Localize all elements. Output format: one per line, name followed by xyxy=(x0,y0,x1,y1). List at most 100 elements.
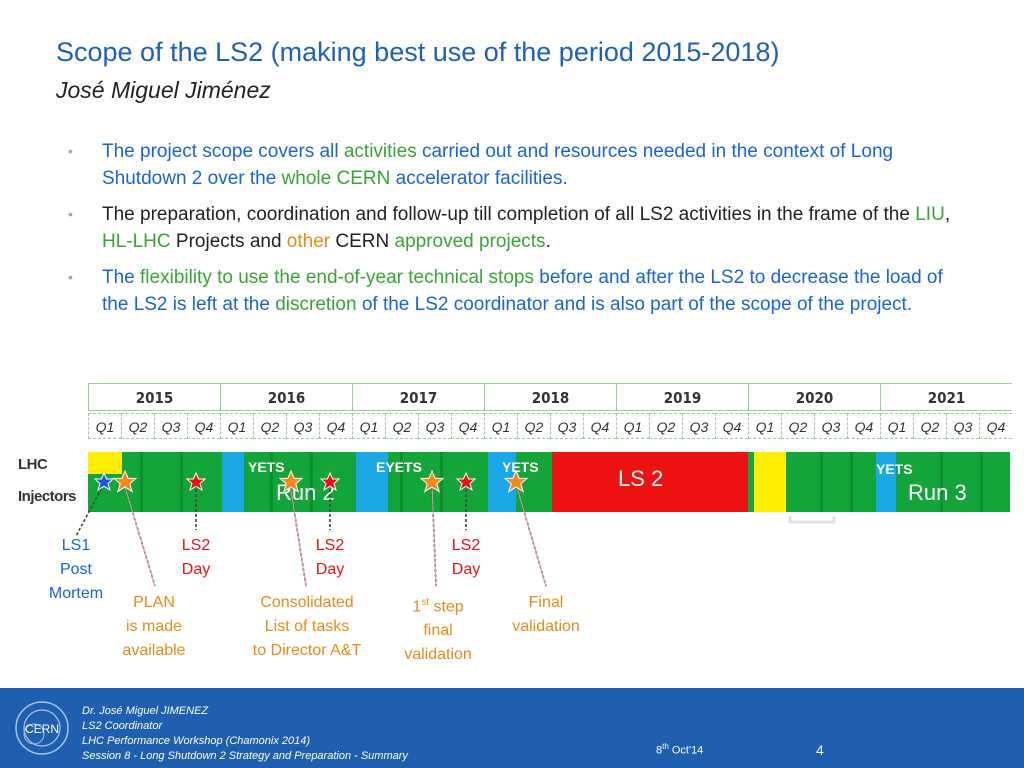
quarter-cell: Q3 xyxy=(814,413,847,439)
run-bar-run2 xyxy=(88,452,552,512)
bullet-text-run: accelerator facilities. xyxy=(390,168,568,189)
yets-label-1: YETS xyxy=(248,459,285,475)
yellow-block-2015 xyxy=(88,452,122,474)
cern-logo: CERN xyxy=(15,701,69,755)
bullet-text-run: discretion xyxy=(275,294,357,315)
star-icon-red xyxy=(455,471,477,492)
quarter-cell: Q4 xyxy=(715,413,748,439)
bullet-text-run: Projects and xyxy=(170,231,287,252)
bullet-text-run: The preparation, coordination and follow… xyxy=(102,204,916,225)
callout-ls1-post-mortem: LS1 Post Mortem xyxy=(48,537,104,602)
bullet-dot: • xyxy=(68,206,73,222)
bullet-dot: • xyxy=(68,143,73,159)
quarter-cell: Q1 xyxy=(880,413,913,439)
footer-info: Dr. José Miguel JIMENEZ LS2 Coordinator … xyxy=(82,704,408,764)
yellow-block-2020 xyxy=(754,452,786,512)
eyets-bar xyxy=(356,452,388,512)
yets-label-3: YETS xyxy=(876,461,913,477)
quarter-cell: Q1 xyxy=(220,413,253,439)
quarter-cell: Q4 xyxy=(319,413,352,439)
footer-date: 8th Oct'14 xyxy=(656,742,704,757)
bullet-text-run: The xyxy=(102,267,141,288)
quarter-cell: Q1 xyxy=(352,413,385,439)
row-label-lhc: LHC xyxy=(18,456,48,473)
quarter-cell: Q3 xyxy=(550,413,583,439)
bullet-text-run: CERN xyxy=(330,231,395,252)
footer-role: LS2 Coordinator xyxy=(82,720,163,732)
bullet-text-run: , xyxy=(944,204,951,225)
yets-bar-1 xyxy=(222,452,244,512)
callout-ls2-day-2: LS2 Day xyxy=(315,537,345,578)
bullet-text-run: whole CERN xyxy=(281,168,391,189)
quarter-cell: Q2 xyxy=(121,413,154,439)
bullet-item-3: • The flexibility to use the end-of-year … xyxy=(68,264,958,318)
run3-label: Run 3 xyxy=(908,480,967,505)
quarter-cell: Q2 xyxy=(253,413,286,439)
quarter-cell: Q2 xyxy=(649,413,682,439)
bullet-dot: • xyxy=(68,269,73,285)
callout-ls2-day-3: LS2 Day xyxy=(451,537,481,578)
quarter-cell: Q2 xyxy=(913,413,946,439)
quarter-cell: Q4 xyxy=(979,413,1012,439)
year-cell: 2017 xyxy=(352,383,484,411)
star-icon-orange xyxy=(419,469,445,493)
yets-label-2: YETS xyxy=(502,459,539,475)
quarter-cell: Q1 xyxy=(88,413,121,439)
page-number: 4 xyxy=(816,742,824,758)
star-icon-red xyxy=(319,471,341,492)
slide-subtitle: José Miguel Jiménez xyxy=(56,77,271,103)
bullet-item-2: • The preparation, coordination and follo… xyxy=(68,201,958,255)
footer-session: Session 8 - Long Shutdown 2 Strategy and… xyxy=(82,750,408,762)
footer-bar: CERN Dr. José Miguel JIMENEZ LS2 Coordin… xyxy=(0,688,1024,768)
quarter-cell: Q1 xyxy=(616,413,649,439)
bullet-text-run: carried out and resources needed in the … xyxy=(102,141,894,189)
bullet-text-run: HL-LHC xyxy=(102,231,171,252)
row-label-injectors: Injectors xyxy=(18,488,77,505)
year-cell: 2019 xyxy=(616,383,748,411)
quarter-cell: Q1 xyxy=(484,413,517,439)
callout-ls2-day-1: LS2 Day xyxy=(181,537,211,578)
bullet-text-run: of the LS2 coordinator and is also part … xyxy=(356,294,913,315)
quarter-cell: Q4 xyxy=(187,413,220,439)
year-cell: 2016 xyxy=(220,383,352,411)
star-icon-orange xyxy=(278,469,304,493)
callout-plan: PLAN is made available xyxy=(122,594,186,659)
bullet-text-run: activities xyxy=(343,141,417,162)
eyets-label: EYETS xyxy=(376,459,422,475)
callout-first-step: 1st step final validation xyxy=(404,597,472,664)
bullet-item-1: • The project scope covers all activities… xyxy=(68,138,958,192)
bullet-text-run: flexibility to use the end-of-year techn… xyxy=(140,267,534,288)
bullet-list: • The project scope covers all activities… xyxy=(68,138,958,327)
bullet-text-run: . xyxy=(545,231,551,252)
quarter-cell: Q2 xyxy=(517,413,550,439)
ls2-bar xyxy=(552,452,748,512)
quarter-cell: Q3 xyxy=(418,413,451,439)
quarter-cell: Q3 xyxy=(682,413,715,439)
bullet-text-run: The project scope covers all xyxy=(102,141,344,162)
bullet-text-run: before and after the LS2 to decrease the… xyxy=(102,267,943,315)
quarter-row: Q1 Q2 Q3 Q4 Q1 Q2 Q3 Q4 Q1 Q2 Q3 Q4 Q1 Q2 Q3 Q4 Q1 Q2 Q3 Q4… xyxy=(88,413,1012,439)
star-icon-red xyxy=(185,471,207,492)
quarter-cell: Q3 xyxy=(286,413,319,439)
bullet-text-run: LIU xyxy=(915,204,945,225)
bullet-text-run: approved projects xyxy=(394,231,546,252)
quarter-cell: Q2 xyxy=(385,413,418,439)
quarter-cell: Q4 xyxy=(583,413,616,439)
bullet-text-run: other xyxy=(286,231,331,252)
yets-bar-3 xyxy=(876,452,896,512)
svg-text:CERN: CERN xyxy=(25,722,59,736)
callout-consolidated: Consolidated List of tasks to Director A… xyxy=(252,594,362,659)
quarter-cell: Q1 xyxy=(748,413,781,439)
quarter-cell: Q4 xyxy=(847,413,880,439)
star-icon-blue xyxy=(93,471,115,492)
year-cell: 2015 xyxy=(88,383,220,411)
year-row: 2015 2016 2017 2018 2019 2020 2021 xyxy=(88,383,1012,411)
quarter-cell: Q3 xyxy=(154,413,187,439)
slide-title: Scope of the LS2 (making best use of the… xyxy=(56,37,780,67)
year-cell: 2018 xyxy=(484,383,616,411)
quarter-cell: Q4 xyxy=(451,413,484,439)
star-icon-orange xyxy=(503,469,529,493)
ls2-label: LS 2 xyxy=(618,466,663,491)
footer-workshop: LHC Performance Workshop (Chamonix 2014) xyxy=(82,735,311,747)
